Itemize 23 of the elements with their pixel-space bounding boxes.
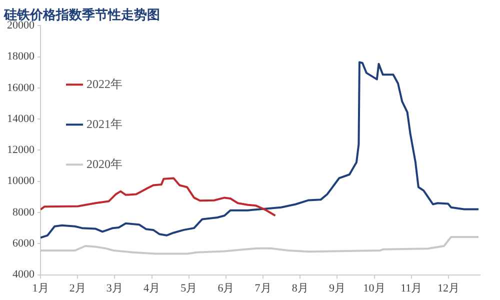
x-tick-label: 6月 <box>218 282 234 294</box>
x-tick-label: 10月 <box>363 282 386 294</box>
y-tick-label: 18000 <box>7 50 35 63</box>
x-tick-label: 12月 <box>437 282 460 294</box>
y-tick-label: 14000 <box>7 112 35 125</box>
x-tick-label: 9月 <box>328 282 346 294</box>
y-tick-label: 16000 <box>7 82 35 94</box>
y-tick-label: 10000 <box>7 175 35 188</box>
legend-label: 2020年 <box>86 156 122 171</box>
legend-label: 2022年 <box>86 76 122 91</box>
x-tick-label: 7月 <box>254 282 272 294</box>
x-tick-label: 1月 <box>32 282 49 294</box>
legend-label: 2021年 <box>86 116 122 131</box>
x-tick-label: 11月 <box>400 282 422 294</box>
y-tick-label: 12000 <box>7 144 35 156</box>
x-tick-label: 3月 <box>106 282 123 294</box>
x-tick-label: 2月 <box>69 282 86 294</box>
y-tick-label: 4000 <box>12 268 35 281</box>
x-tick-label: 5月 <box>180 282 198 294</box>
x-tick-label: 8月 <box>292 282 308 294</box>
y-tick-label: 6000 <box>12 238 35 250</box>
y-tick-label: 8000 <box>12 206 35 218</box>
x-tick-label: 4月 <box>144 282 160 294</box>
